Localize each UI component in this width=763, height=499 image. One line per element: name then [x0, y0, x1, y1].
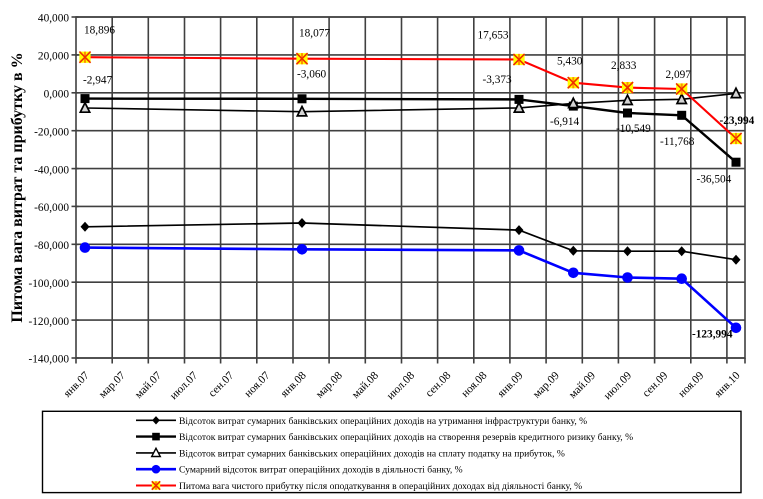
svg-text:0,000: 0,000 [44, 89, 70, 101]
svg-text:18,896: 18,896 [84, 25, 115, 37]
svg-text:-100,000: -100,000 [29, 278, 70, 290]
svg-text:-10,549: -10,549 [616, 123, 651, 135]
svg-text:-2,947: -2,947 [83, 74, 113, 86]
svg-text:Відсоток витрат сумарних банкі: Відсоток витрат сумарних банківських опе… [179, 448, 565, 459]
svg-text:-23,994: -23,994 [720, 115, 755, 127]
svg-text:-3,373: -3,373 [483, 74, 513, 86]
svg-text:2,097: 2,097 [666, 69, 692, 81]
svg-text:40,000: 40,000 [38, 13, 69, 25]
svg-text:-6,914: -6,914 [550, 116, 580, 128]
svg-text:-40,000: -40,000 [34, 164, 69, 176]
svg-text:5,430: 5,430 [557, 56, 583, 68]
svg-text:Сумарний відсоток витрат опер: Сумарний відсоток витрат операційних дох… [179, 465, 463, 476]
svg-text:17,653: 17,653 [478, 30, 509, 42]
svg-text:-123,994: -123,994 [692, 328, 733, 340]
svg-text:-60,000: -60,000 [34, 202, 69, 214]
svg-text:20,000: 20,000 [38, 51, 69, 63]
svg-text:-36,504: -36,504 [697, 173, 732, 185]
svg-text:18,077: 18,077 [299, 28, 330, 40]
svg-text:-11,768: -11,768 [660, 136, 695, 148]
svg-text:-3,060: -3,060 [297, 68, 327, 80]
svg-text:Питома вага витрат та прибутку: Питома вага витрат та прибутку в % [9, 52, 26, 322]
svg-text:-20,000: -20,000 [34, 126, 69, 138]
svg-text:Відсоток витрат сумарних банкі: Відсоток витрат сумарних банківських опе… [179, 416, 587, 427]
svg-text:-140,000: -140,000 [29, 354, 70, 366]
svg-text:-120,000: -120,000 [29, 316, 70, 328]
svg-text:-80,000: -80,000 [34, 240, 69, 252]
svg-text:Питома вага чистого прибутку п: Питома вага чистого прибутку після опода… [179, 481, 582, 492]
svg-text:Відсоток витрат сумарних банкі: Відсоток витрат сумарних банківських опе… [179, 432, 633, 443]
svg-text:2,833: 2,833 [611, 60, 637, 72]
